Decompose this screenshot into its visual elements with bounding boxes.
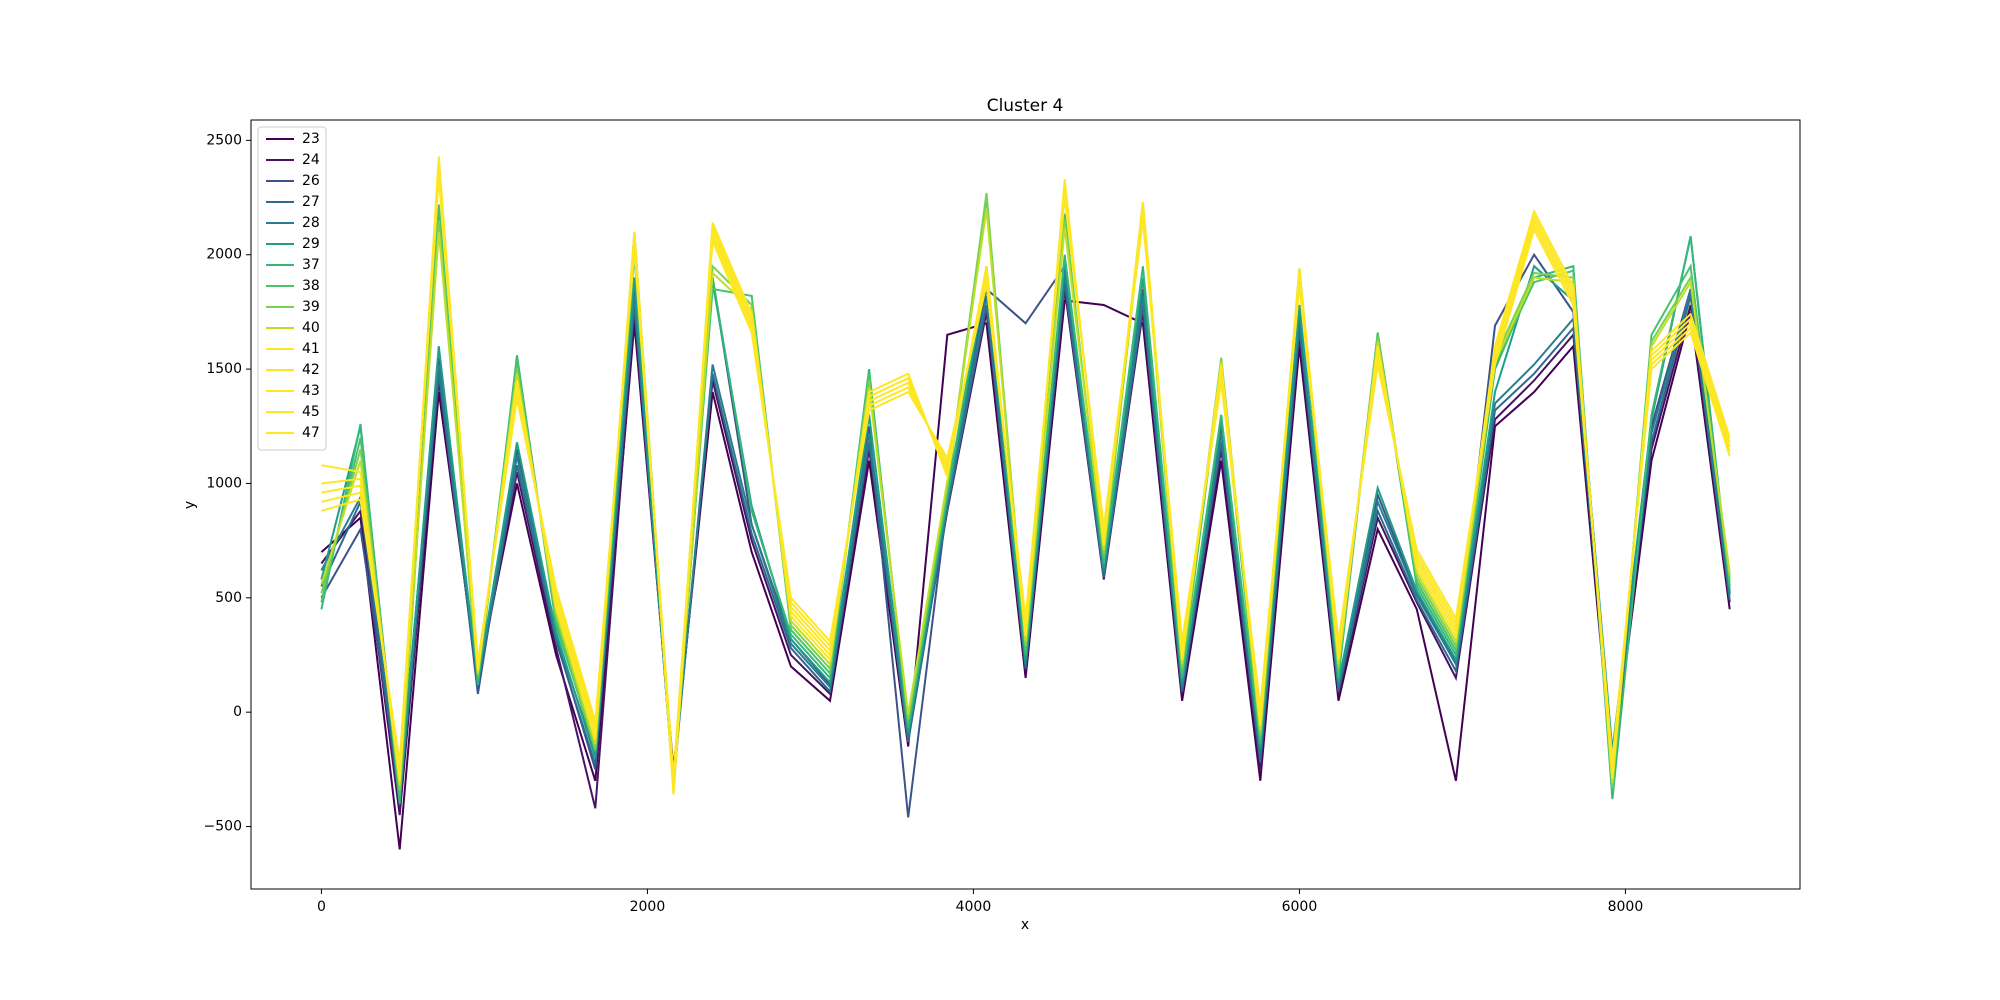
legend-label: 27 [302,194,320,210]
x-tick-label: 6000 [1282,899,1318,915]
legend-label: 41 [302,341,320,357]
x-tick-label: 4000 [956,899,992,915]
x-tick-label: 2000 [630,899,666,915]
series-line [320,299,1731,850]
series-line [320,272,1731,786]
series-group [320,156,1731,850]
series-line [321,156,1731,795]
legend-label: 39 [302,299,320,315]
plot-frame [250,119,1801,890]
legend-label: 45 [302,404,320,420]
series-line [321,172,1731,781]
series-line [321,167,1731,786]
x-tick-label: 8000 [1608,899,1644,915]
series-line [320,282,1731,804]
y-tick-label: 0 [233,704,242,720]
legend-label: 26 [302,173,320,189]
y-tick-label: 2000 [206,247,242,263]
legend-label: 47 [302,425,320,441]
series-line [321,176,1731,777]
y-tick-label: 1000 [206,475,242,491]
legend-label: 43 [302,383,320,399]
legend-label: 38 [302,278,320,294]
series-line [320,288,1731,816]
y-tick-label: 1500 [206,361,242,377]
series-line [320,236,1731,800]
x-axis-label: x [1021,917,1029,933]
legend-label: 29 [302,236,320,252]
legend-label: 40 [302,320,320,336]
legend-label: 23 [302,131,320,147]
x-tick-label: 0 [317,899,326,915]
y-axis-label: y [182,501,198,509]
y-tick-label: 2500 [206,132,242,148]
y-tick-label: 500 [215,590,242,606]
legend-label: 37 [302,257,320,273]
legend-label: 24 [302,152,320,168]
y-tick-label: −500 [204,819,242,835]
series-line [321,163,1731,791]
chart-title: Cluster 4 [987,96,1064,116]
legend-label: 42 [302,362,320,378]
legend-label: 28 [302,215,320,231]
